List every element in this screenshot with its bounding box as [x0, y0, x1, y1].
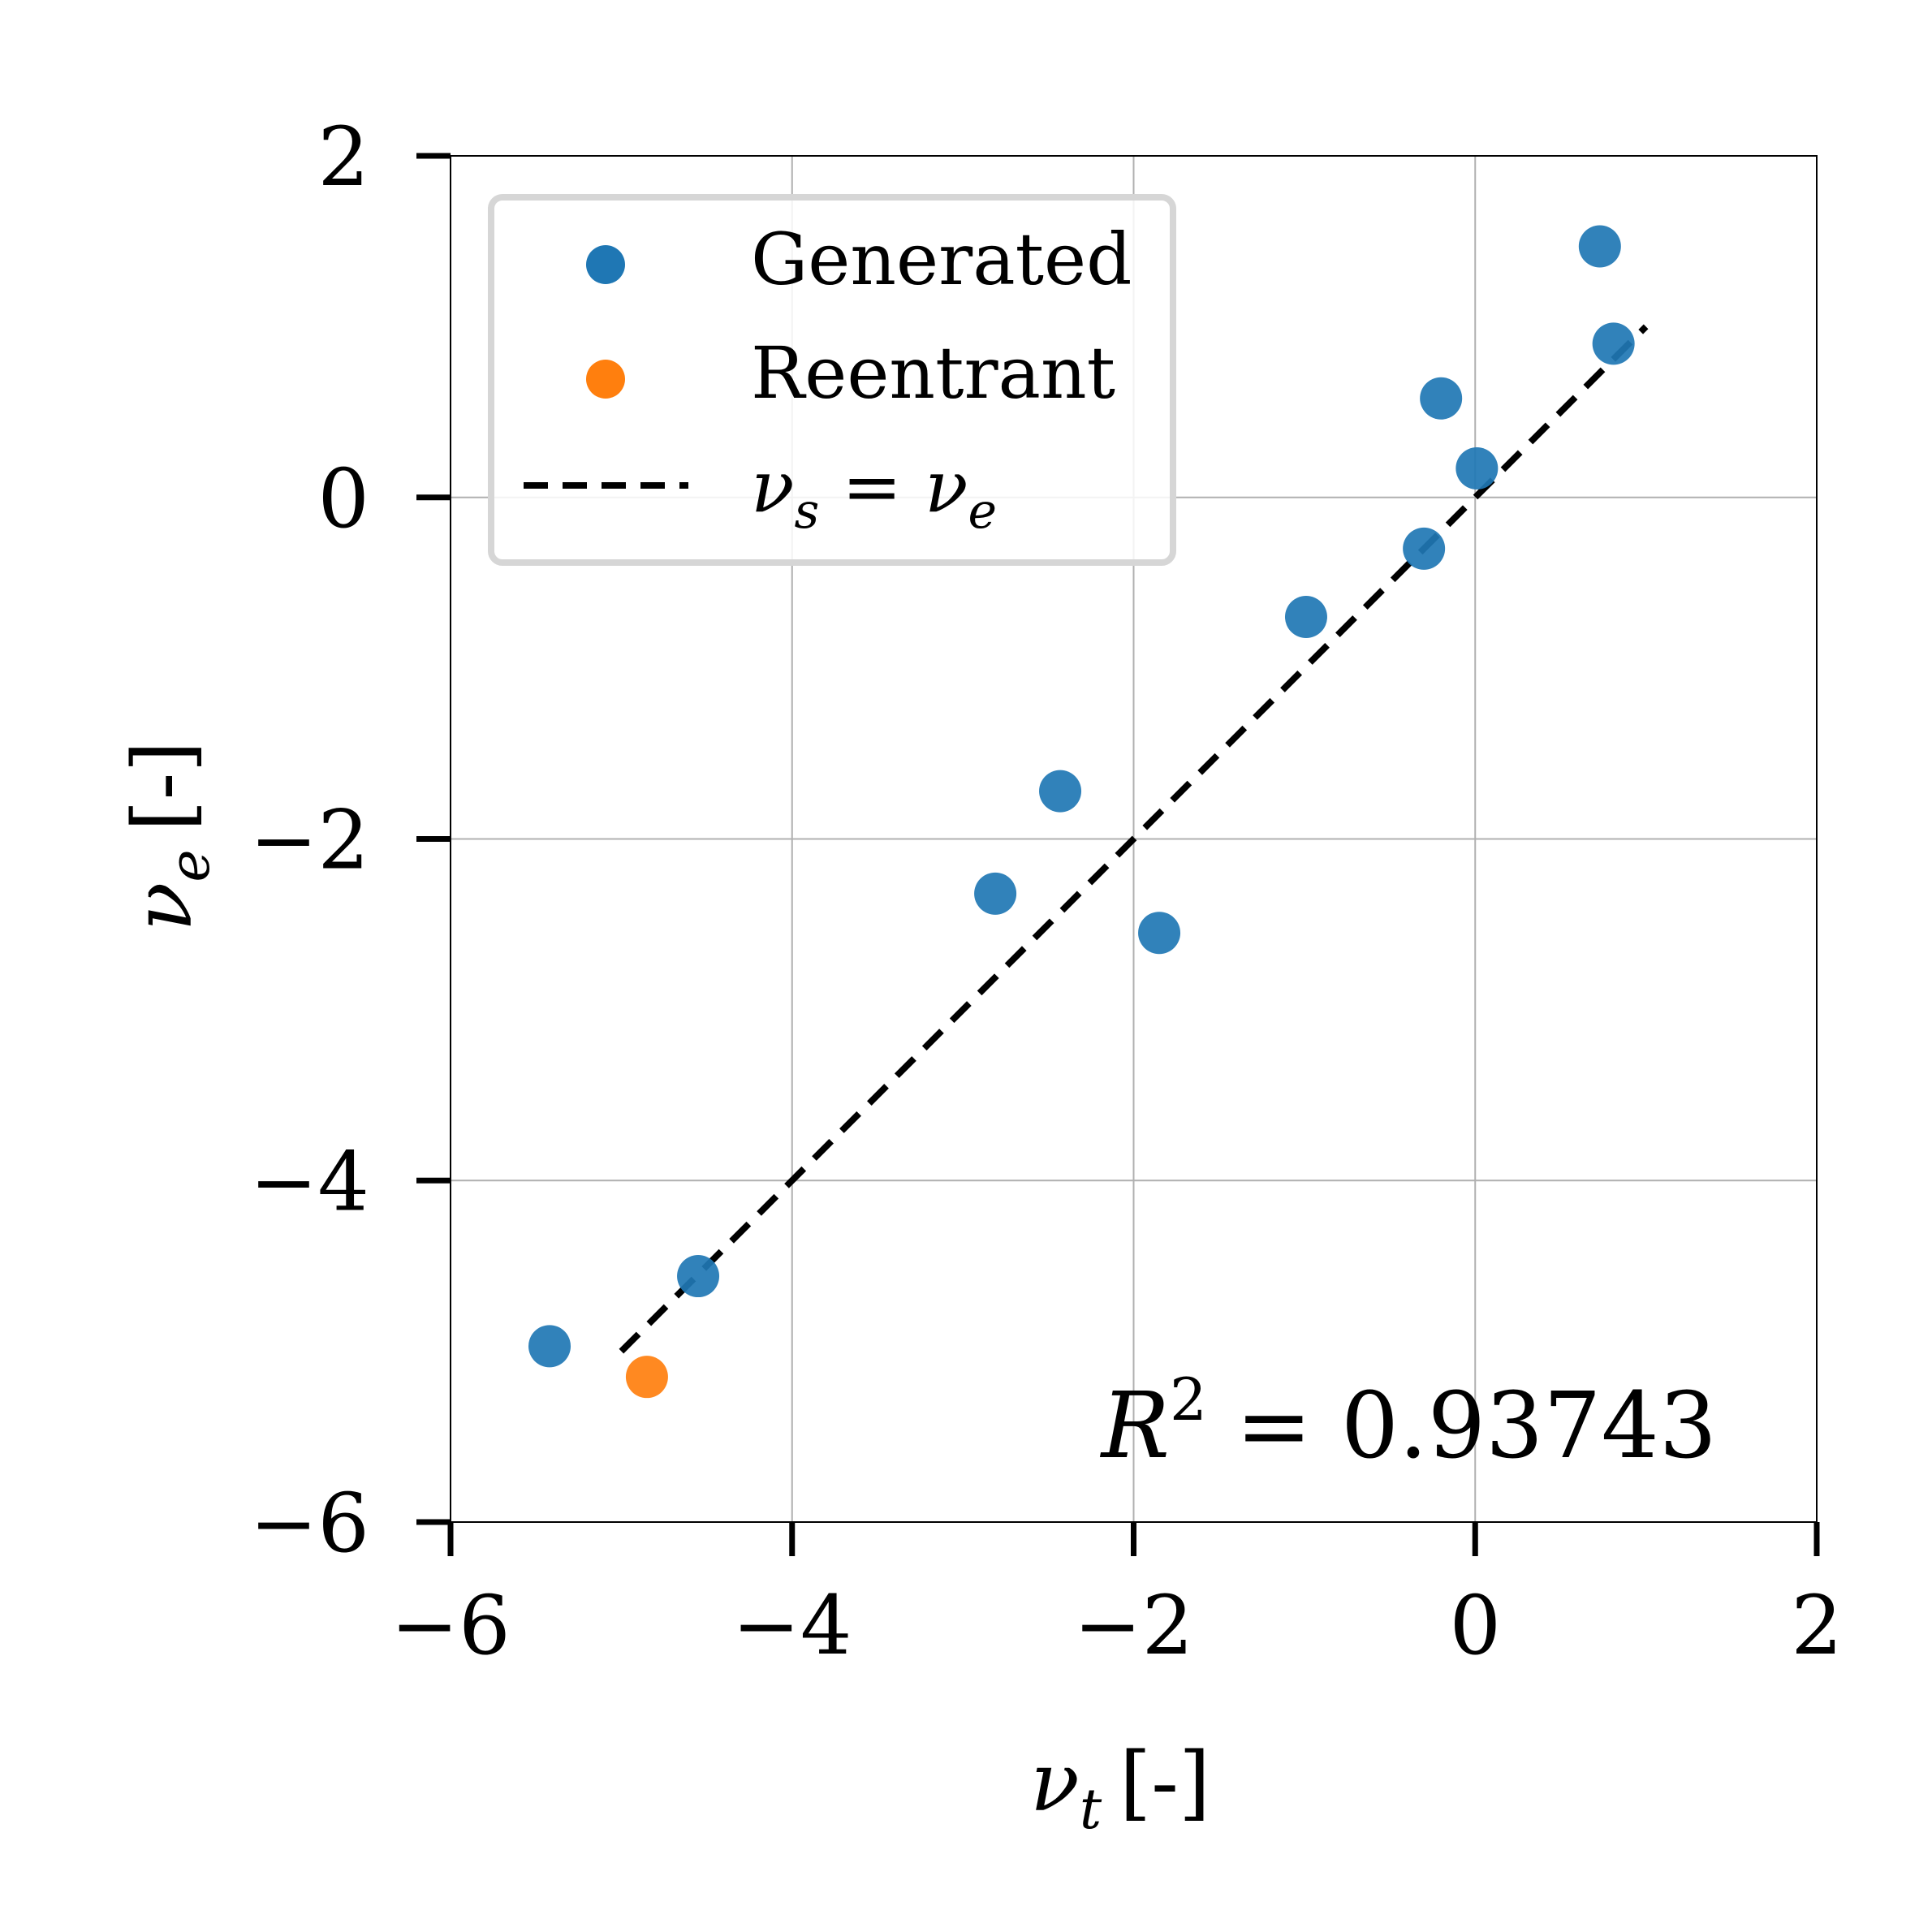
x-tick-label: 0: [1449, 1578, 1501, 1673]
data-point-generated: [974, 872, 1017, 915]
x-axis-symbol: ν: [1030, 1735, 1080, 1830]
data-point-reentrant: [625, 1356, 668, 1399]
x-tick-label: 2: [1791, 1578, 1843, 1673]
x-axis-sub: t: [1080, 1778, 1102, 1842]
r-squared-sup: 2: [1170, 1365, 1207, 1434]
legend-label-reentrant: Reentrant: [751, 331, 1115, 415]
y-tick-label: −4: [250, 1134, 369, 1229]
x-axis-label: νt [-]: [1030, 1735, 1210, 1842]
data-point-generated: [528, 1325, 571, 1368]
data-point-generated: [1039, 770, 1082, 813]
x-tick-label: −2: [1074, 1578, 1193, 1673]
legend-marker-reentrant: [586, 360, 625, 399]
y-tick-label: 2: [317, 110, 369, 205]
data-point-generated: [1284, 596, 1327, 639]
legend-ref-eq: =: [819, 445, 925, 528]
x-tick-label: −4: [732, 1578, 852, 1673]
axis-ticks: [416, 153, 1820, 1556]
y-axis-symbol: ν: [115, 882, 210, 932]
r-squared-annotation: R2 = 0.93743: [1100, 1365, 1717, 1479]
legend-label-generated: Generated: [751, 218, 1132, 301]
reference-line: [619, 324, 1649, 1354]
x-axis-unit: [-]: [1119, 1735, 1210, 1830]
legend-box: [488, 194, 1176, 566]
scatter-points: [528, 225, 1635, 1399]
y-axis-label: νe [-]: [115, 741, 222, 932]
legend-ref-rhs-sub: e: [968, 483, 997, 540]
data-point-generated: [1455, 446, 1499, 489]
data-point-generated: [1420, 377, 1463, 420]
legend-ref-lhs: ν: [751, 445, 795, 528]
y-tick-label: −6: [250, 1476, 369, 1571]
y-axis-unit: [-]: [115, 741, 210, 832]
data-point-generated: [1592, 322, 1635, 365]
data-point-generated: [1403, 527, 1446, 570]
legend: Generated Reentrant νs = νe: [488, 194, 1176, 566]
legend-label-reference-line: νs = νe: [751, 445, 997, 540]
tick-labels: −6 −4 −2 0 2 −6 −4 −2 0 2: [250, 110, 1843, 1673]
x-tick-label: −6: [390, 1578, 510, 1673]
legend-ref-lhs-sub: s: [795, 483, 820, 540]
data-point-generated: [1578, 225, 1621, 268]
data-point-generated: [677, 1255, 720, 1298]
y-axis-sub: e: [158, 849, 222, 882]
legend-ref-rhs: ν: [925, 445, 968, 528]
legend-marker-generated: [586, 245, 625, 284]
y-tick-label: −2: [250, 793, 369, 888]
y-tick-label: 0: [317, 451, 369, 546]
r-squared-value: = 0.93743: [1207, 1374, 1717, 1479]
data-point-generated: [1138, 912, 1181, 955]
r-squared-lhs: R: [1100, 1374, 1170, 1479]
